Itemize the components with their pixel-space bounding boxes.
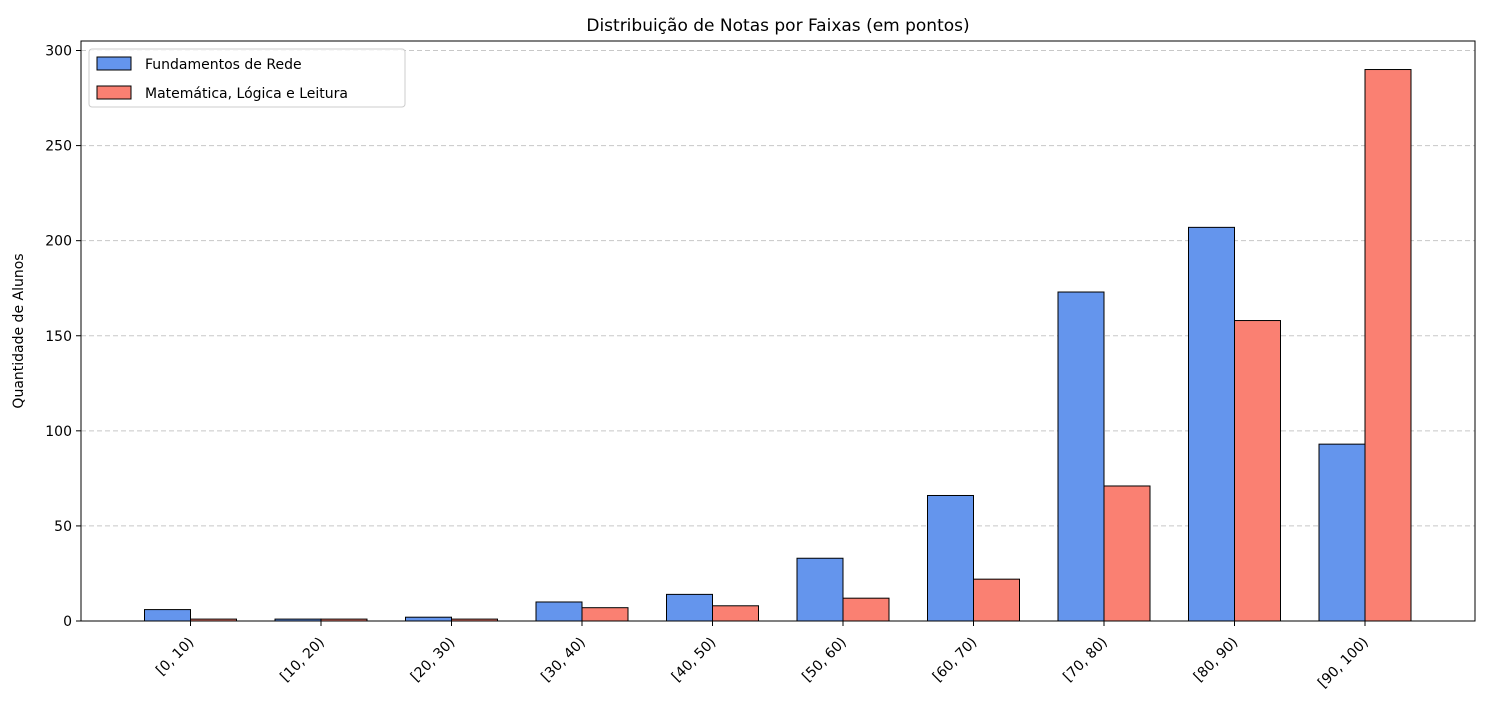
legend-box [88, 48, 406, 108]
bar-matematica [1234, 320, 1281, 622]
y-tick-label: 50 [54, 519, 72, 535]
x-tick-label: [20, 30) [408, 635, 459, 686]
x-tick-label: [60, 70) [930, 635, 981, 686]
bar-fundamentos [927, 494, 974, 622]
x-tick-label: [0, 10) [153, 635, 197, 679]
bar-fundamentos [405, 616, 452, 622]
x-axis: [0, 10) [10, 20) [20, 30) [30, 40) [40, 50) [… [153, 621, 1372, 691]
bar-matematica [712, 605, 759, 622]
bar-matematica [581, 607, 629, 622]
y-tick-label: 250 [45, 139, 72, 155]
bar-fundamentos [535, 601, 583, 622]
y-axis: 0 50 100 150 200 250 300 [45, 44, 81, 630]
bar-fundamentos [1057, 291, 1105, 622]
y-tick-label: 200 [45, 234, 72, 250]
legend-swatch-fundamentos [96, 56, 132, 71]
plot-frame [80, 40, 1476, 622]
chart-title: Distribuição de Notas por Faixas (em pon… [586, 16, 969, 36]
bar-matematica [1103, 485, 1151, 622]
x-tick-label: [50, 60) [799, 635, 850, 686]
legend: Fundamentos de Rede Matemática, Lógica e… [88, 48, 406, 108]
x-tick-label: [40, 50) [669, 635, 720, 686]
y-axis-label: Quantidade de Alunos [11, 253, 27, 408]
legend-label-matematica: Matemática, Lógica e Leitura [145, 86, 348, 102]
legend-swatch-matematica [96, 85, 132, 100]
bar-fundamentos [144, 609, 191, 622]
bar-matematica [973, 578, 1020, 622]
x-tick-label: [30, 40) [538, 635, 589, 686]
x-tick-label: [10, 20) [277, 635, 328, 686]
bar-fundamentos [1188, 226, 1235, 622]
x-tick-label: [70, 80) [1060, 635, 1111, 686]
y-tick-label: 0 [63, 614, 72, 630]
bar-matematica [1364, 69, 1412, 622]
y-tick-label: 300 [45, 44, 72, 60]
bar-fundamentos [796, 557, 844, 622]
bar-matematica [842, 597, 890, 622]
bar-fundamentos [1318, 443, 1366, 622]
x-tick-label: [90, 100) [1315, 635, 1372, 692]
bars-group [144, 69, 1412, 622]
bar-fundamentos [666, 593, 713, 622]
y-tick-label: 100 [45, 424, 72, 440]
y-tick-label: 150 [45, 329, 72, 345]
legend-label-fundamentos: Fundamentos de Rede [145, 57, 302, 73]
x-tick-label: [80, 90) [1191, 635, 1242, 686]
